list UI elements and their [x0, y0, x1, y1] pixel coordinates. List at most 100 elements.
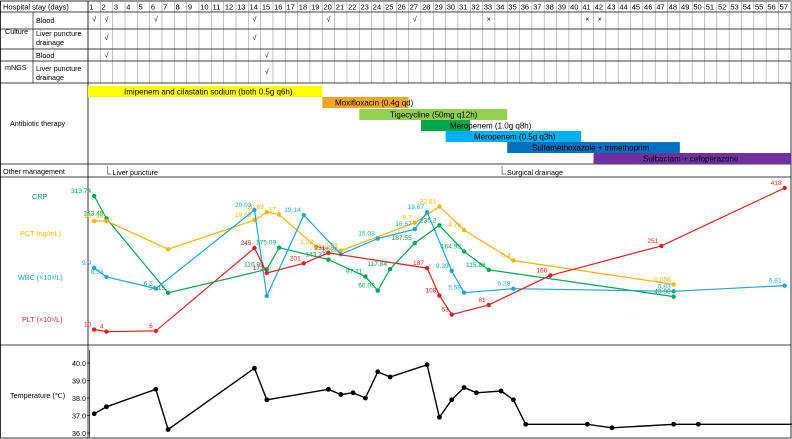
lab-point: [104, 274, 109, 280]
lab-data-label: 81: [478, 297, 486, 304]
antibiotic-bar-label: Tigecycline (50mg q12h): [390, 111, 478, 120]
day-number: 37: [533, 3, 541, 12]
day-number: 53: [730, 3, 738, 12]
temperature-point: [350, 390, 356, 396]
temperature-point: [252, 365, 257, 371]
lab-series-line: [94, 205, 674, 285]
day-number: 35: [508, 3, 516, 12]
lab-point: [301, 261, 306, 266]
temperature-tick-label: 39.0: [72, 376, 86, 385]
lab-data-label: 115.88: [466, 262, 486, 269]
lab-data-label: 0.4: [501, 252, 510, 259]
mngs-drainage-label: Liver puncture: [36, 64, 82, 73]
lab-data-label: 6: [149, 323, 153, 330]
day-number: 23: [360, 3, 368, 12]
event-marker: [501, 166, 507, 175]
culture-mark: ×: [487, 15, 491, 24]
event-label: Liver puncture: [112, 168, 158, 177]
lab-data-label: 1.22: [300, 239, 313, 246]
lab-point: [264, 293, 269, 299]
lab-point: [548, 273, 553, 278]
day-number: 55: [755, 3, 763, 12]
lab-point: [461, 227, 467, 233]
lab-data-label: 15.03: [358, 231, 375, 238]
lab-data-label: 9.9: [82, 260, 91, 267]
lab-data-label: 8.7: [403, 215, 412, 222]
day-number: 42: [595, 3, 603, 12]
lab-point: [91, 193, 97, 199]
day-number: 28: [422, 3, 430, 12]
lab-data-label: 253.49: [83, 210, 104, 217]
lab-point: [326, 257, 331, 262]
lab-point: [782, 185, 787, 191]
temperature-point: [104, 404, 109, 410]
culture-mark: ×: [598, 15, 602, 24]
lab-data-label: 20.03: [235, 202, 252, 209]
lab-data-label: 116.99: [244, 261, 264, 268]
lab-point: [437, 293, 442, 298]
temperature-point: [424, 362, 430, 368]
day-number: 48: [669, 3, 677, 12]
lab-data-label: 32.61: [420, 199, 437, 206]
lab-point: [91, 327, 97, 332]
lab-series-label: PCT (ng/mL): [20, 229, 61, 238]
lab-point: [276, 245, 282, 250]
temperature-point: [510, 397, 516, 403]
day-number: 43: [607, 3, 615, 12]
lab-data-label: 20.69: [247, 204, 264, 211]
lab-point: [424, 209, 430, 215]
lab-point: [782, 283, 787, 288]
lab-point: [412, 240, 417, 246]
temperature-point: [375, 369, 381, 375]
culture-blood-label: Blood: [36, 16, 54, 25]
antibiotic-bar: [359, 109, 508, 120]
lab-data-label: 187.55: [392, 235, 413, 242]
antibiotic-bar: [420, 120, 471, 131]
lab-point: [252, 207, 257, 213]
lab-point: [387, 266, 393, 272]
lab-point: [424, 265, 430, 271]
lab-data-label: 9.39: [436, 263, 449, 270]
antibiotic-bar-label: Sulfamethoxazole + trimethoprim: [532, 144, 650, 153]
temperature-point: [523, 421, 529, 427]
lab-data-label: 173: [253, 265, 264, 272]
lab-point: [264, 209, 269, 215]
lab-point: [461, 249, 467, 254]
antibiotic-bar-label: Moxifloxacin (0.4g qd): [335, 99, 414, 108]
lab-data-label: 8.33: [91, 269, 104, 276]
mngs-blood-label: Blood: [36, 51, 54, 60]
culture-mark: √: [92, 15, 96, 24]
header-label: Hospital stay (days): [3, 3, 69, 12]
event-marker: [107, 166, 112, 175]
day-number: 33: [484, 3, 492, 12]
day-number: 39: [558, 3, 566, 12]
lab-data-label: 97.71: [346, 269, 363, 276]
lab-data-label: 60.05: [358, 283, 375, 290]
culture-drainage-label-2: drainage: [36, 38, 64, 47]
lab-data-label: 53: [441, 307, 449, 314]
temperature-point: [695, 421, 701, 427]
lab-data-label: 19.14: [284, 207, 301, 214]
temperature-point: [153, 386, 159, 392]
temperature-tick-label: 40.0: [72, 359, 86, 368]
lab-point: [375, 288, 380, 293]
temperature-point: [363, 395, 368, 401]
lab-data-label: 245: [240, 240, 251, 247]
day-number: 49: [681, 3, 689, 12]
culture-label: Culture: [5, 27, 28, 36]
day-number: 31: [459, 3, 467, 12]
lab-point: [511, 286, 516, 291]
temperature-point: [91, 411, 97, 417]
lab-point: [659, 243, 664, 249]
culture-mark: √: [326, 15, 330, 24]
lab-point: [313, 244, 319, 250]
temperature-point: [473, 390, 479, 396]
day-number: 54: [743, 3, 751, 12]
lab-data-label: 175.09: [256, 240, 277, 247]
day-number: 24: [373, 3, 381, 12]
temperature-point: [498, 388, 504, 394]
lab-series-line: [93, 208, 785, 299]
other-management-label: Other management: [3, 167, 65, 176]
lab-point: [153, 328, 159, 334]
day-number: 6: [151, 3, 155, 12]
